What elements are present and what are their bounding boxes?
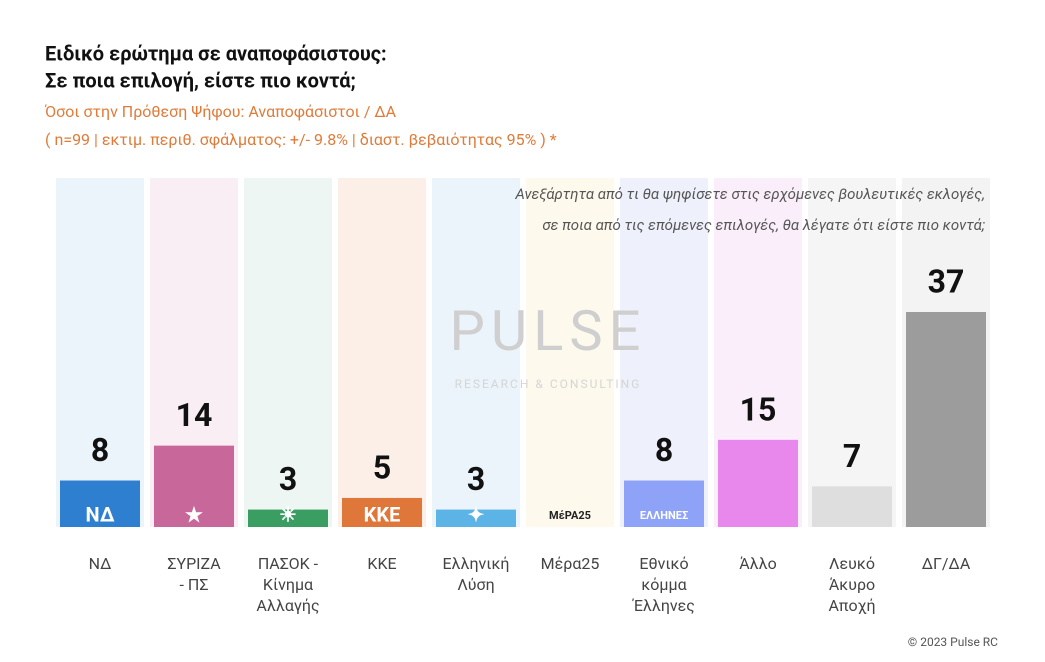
column-bg bbox=[432, 178, 520, 527]
bar bbox=[154, 445, 234, 527]
logo: ΕΛΛΗΝΕΣ bbox=[640, 509, 688, 522]
value-label: 37 bbox=[928, 262, 965, 300]
logo: ✦ bbox=[468, 502, 485, 526]
column-bg bbox=[526, 178, 614, 527]
question: Ανεξάρτητα από τι θα ψηφίσετε στις ερχόμ… bbox=[514, 185, 985, 203]
column-bg bbox=[244, 178, 332, 527]
bar bbox=[60, 480, 140, 527]
x-tick-label: ΔΓ/ΔΑ bbox=[921, 554, 971, 573]
title: Σε ποια επιλογή, είστε πιο κοντά; bbox=[45, 68, 356, 92]
value-label: 8 bbox=[655, 431, 673, 469]
subtitle: ( n=99 | εκτιμ. περιθ. σφάλματος: +/- 9.… bbox=[45, 130, 557, 149]
x-tick-label: ΣΥΡΙΖΑ - ΠΣ bbox=[167, 554, 221, 594]
watermark-sub: RESEARCH & CONSULTING bbox=[455, 377, 642, 391]
column-bg bbox=[56, 178, 144, 527]
value-label: 7 bbox=[843, 437, 861, 475]
column-bg bbox=[338, 178, 426, 527]
value-label: 15 bbox=[740, 390, 777, 428]
x-tick-label: Άλλο bbox=[739, 554, 777, 573]
value-label: 14 bbox=[176, 396, 213, 434]
watermark: PULSE bbox=[450, 298, 647, 364]
bar bbox=[624, 480, 704, 527]
bar bbox=[906, 312, 986, 527]
logo: ★ bbox=[185, 502, 203, 526]
x-tick-label: Μέρα25 bbox=[540, 554, 600, 573]
x-tick-label: ΚΚΕ bbox=[367, 554, 397, 573]
bar bbox=[248, 509, 328, 527]
bar bbox=[718, 439, 798, 527]
bar bbox=[436, 509, 516, 527]
value-label: 3 bbox=[467, 460, 485, 498]
value-label: 3 bbox=[279, 460, 297, 498]
footer: © 2023 Pulse RC bbox=[908, 635, 998, 649]
column-bg bbox=[620, 178, 708, 527]
value-label: 8 bbox=[91, 431, 109, 469]
bar bbox=[812, 486, 892, 527]
x-tick-label: Εθνικό κόμμα Έλληνες bbox=[633, 554, 695, 615]
subtitle: Όσοι στην Πρόθεση Ψήφου: Αναποφάσιστοι /… bbox=[44, 102, 397, 121]
logo: ΝΔ bbox=[86, 502, 115, 526]
value-label: 5 bbox=[373, 448, 391, 486]
x-tick-label: ΠΑΣΟΚ - Κίνημα Αλλαγής bbox=[256, 554, 320, 615]
logo: ΚΚΕ bbox=[364, 502, 401, 526]
column-bg bbox=[808, 178, 896, 527]
x-tick-label: Ελληνική Λύση bbox=[442, 554, 510, 594]
bar bbox=[342, 497, 422, 527]
x-tick-label: ΝΔ bbox=[88, 554, 112, 573]
logo: ΜέΡΑ25 bbox=[549, 509, 591, 522]
logo: ☀ bbox=[279, 502, 297, 526]
x-tick-label: Λευκό Άκυρο Αποχή bbox=[828, 554, 876, 615]
title: Ειδικό ερώτημα σε αναποφάσιστους: bbox=[45, 41, 387, 65]
question: σε ποια από τις επόμενες επιλογές, θα λέ… bbox=[542, 216, 985, 234]
